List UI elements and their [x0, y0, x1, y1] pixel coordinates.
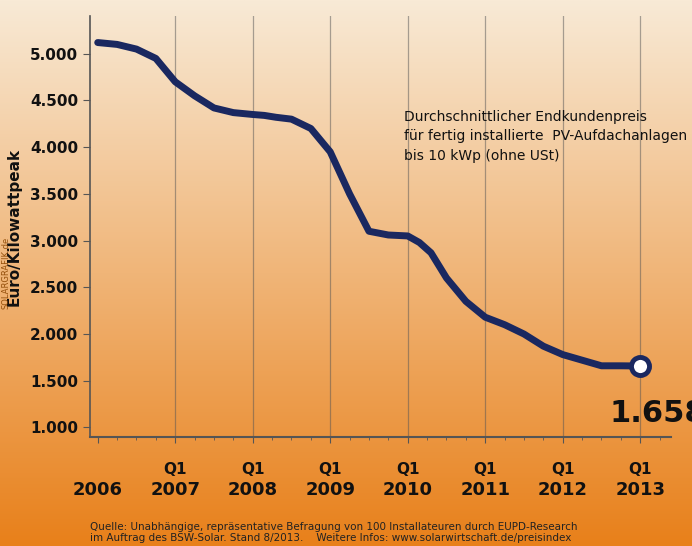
Text: Q1: Q1 — [473, 462, 497, 477]
Text: Q1: Q1 — [551, 462, 574, 477]
Text: 2012: 2012 — [538, 481, 588, 499]
Text: 1.658: 1.658 — [609, 400, 692, 429]
Text: Q1: Q1 — [318, 462, 342, 477]
Text: Quelle: Unabhängige, repräsentative Befragung von 100 Installateuren durch EUPD-: Quelle: Unabhängige, repräsentative Befr… — [90, 521, 577, 543]
Text: SOLARGRAFIK.de: SOLARGRAFIK.de — [1, 237, 10, 309]
Text: 2009: 2009 — [305, 481, 355, 499]
Y-axis label: Euro/Kilowattpeak: Euro/Kilowattpeak — [6, 147, 21, 306]
Text: 2008: 2008 — [228, 481, 277, 499]
Text: 2013: 2013 — [615, 481, 665, 499]
Text: Q1: Q1 — [241, 462, 264, 477]
Text: Durchschnittlicher Endkundenpreis
für fertig installierte  PV-Aufdachanlagen
bis: Durchschnittlicher Endkundenpreis für fe… — [404, 110, 687, 163]
Text: 2006: 2006 — [73, 481, 122, 499]
Text: 2010: 2010 — [383, 481, 432, 499]
Text: Q1: Q1 — [628, 462, 652, 477]
Text: Q1: Q1 — [163, 462, 187, 477]
Text: 2007: 2007 — [150, 481, 200, 499]
Text: Q1: Q1 — [396, 462, 419, 477]
Text: 2011: 2011 — [460, 481, 510, 499]
